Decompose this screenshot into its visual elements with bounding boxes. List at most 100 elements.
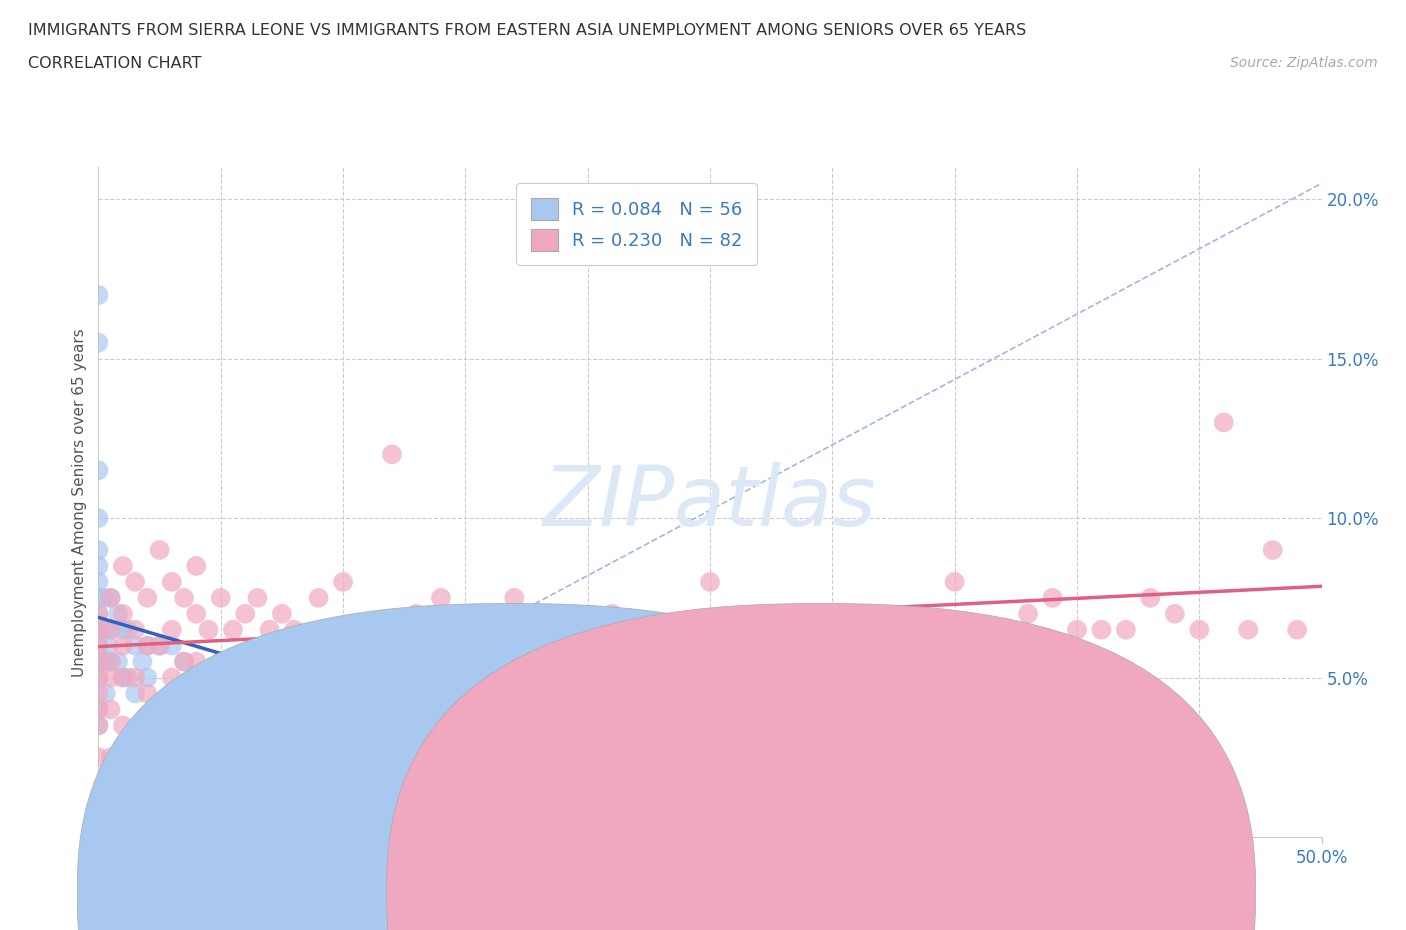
Point — [100, 654, 122, 669]
Point — [111, 622, 134, 637]
Point — [160, 575, 183, 590]
Point — [100, 622, 122, 637]
Point — [117, 622, 139, 637]
Point — [1164, 606, 1187, 621]
Point — [454, 622, 477, 637]
Point — [87, 654, 110, 669]
Text: Source: ZipAtlas.com: Source: ZipAtlas.com — [1230, 56, 1378, 70]
Point — [136, 671, 159, 685]
Point — [124, 638, 146, 653]
Point — [209, 654, 232, 669]
Point — [87, 718, 110, 733]
Point — [356, 686, 378, 701]
Point — [87, 671, 110, 685]
Point — [600, 606, 623, 621]
Point — [111, 638, 134, 653]
Point — [332, 671, 354, 685]
Point — [124, 575, 146, 590]
Point — [699, 575, 721, 590]
Point — [87, 591, 110, 605]
Point — [1115, 622, 1137, 637]
Point — [100, 750, 122, 764]
Point — [381, 447, 404, 462]
Point — [675, 622, 697, 637]
Point — [160, 622, 183, 637]
Point — [748, 782, 770, 797]
Point — [160, 638, 183, 653]
Point — [723, 622, 745, 637]
Point — [87, 575, 110, 590]
Point — [124, 686, 146, 701]
Point — [87, 638, 110, 653]
Point — [1090, 622, 1112, 637]
Point — [136, 686, 159, 701]
Point — [283, 622, 305, 637]
Point — [222, 622, 245, 637]
Point — [173, 654, 195, 669]
Text: IMMIGRANTS FROM SIERRA LEONE VS IMMIGRANTS FROM EASTERN ASIA UNEMPLOYMENT AMONG : IMMIGRANTS FROM SIERRA LEONE VS IMMIGRAN… — [28, 23, 1026, 38]
Point — [173, 591, 195, 605]
Point — [246, 591, 269, 605]
Point — [87, 622, 110, 637]
Point — [87, 559, 110, 574]
Point — [821, 798, 844, 813]
Point — [97, 638, 120, 653]
Point — [845, 622, 868, 637]
Point — [87, 287, 110, 302]
Point — [186, 606, 208, 621]
Point — [870, 622, 893, 637]
Point — [87, 511, 110, 525]
Point — [626, 782, 648, 797]
Point — [111, 671, 134, 685]
Point — [356, 622, 378, 637]
Y-axis label: Unemployment Among Seniors over 65 years: Unemployment Among Seniors over 65 years — [72, 328, 87, 677]
Point — [308, 686, 330, 701]
Point — [91, 591, 114, 605]
Point — [94, 622, 117, 637]
Point — [1017, 606, 1039, 621]
Point — [160, 686, 183, 701]
Point — [233, 606, 256, 621]
Point — [405, 606, 427, 621]
Point — [1139, 591, 1161, 605]
Point — [87, 718, 110, 733]
Point — [100, 622, 122, 637]
Point — [993, 622, 1015, 637]
Point — [699, 782, 721, 797]
Point — [405, 702, 427, 717]
Point — [186, 654, 208, 669]
Point — [149, 638, 172, 653]
Point — [100, 671, 122, 685]
Point — [209, 654, 232, 669]
Point — [94, 686, 117, 701]
Point — [1237, 622, 1260, 637]
Point — [209, 591, 232, 605]
Point — [1212, 415, 1234, 430]
Point — [87, 782, 110, 797]
Point — [107, 606, 129, 621]
Point — [308, 591, 330, 605]
Point — [111, 606, 134, 621]
Text: ZIPatlas: ZIPatlas — [543, 461, 877, 543]
Point — [136, 638, 159, 653]
Point — [1042, 591, 1064, 605]
Point — [222, 671, 245, 685]
Point — [748, 622, 770, 637]
Point — [821, 606, 844, 621]
Point — [430, 591, 453, 605]
Point — [87, 638, 110, 653]
Point — [920, 622, 942, 637]
Point — [503, 591, 526, 605]
Point — [943, 575, 966, 590]
Point — [87, 702, 110, 717]
Point — [259, 622, 281, 637]
Point — [967, 622, 990, 637]
Point — [1261, 542, 1284, 557]
Point — [1066, 622, 1088, 637]
Point — [87, 336, 110, 351]
Point — [136, 591, 159, 605]
Text: Immigrants from Sierra Leone: Immigrants from Sierra Leone — [534, 884, 783, 902]
Text: CORRELATION CHART: CORRELATION CHART — [28, 56, 201, 71]
Point — [553, 622, 575, 637]
Point — [173, 654, 195, 669]
